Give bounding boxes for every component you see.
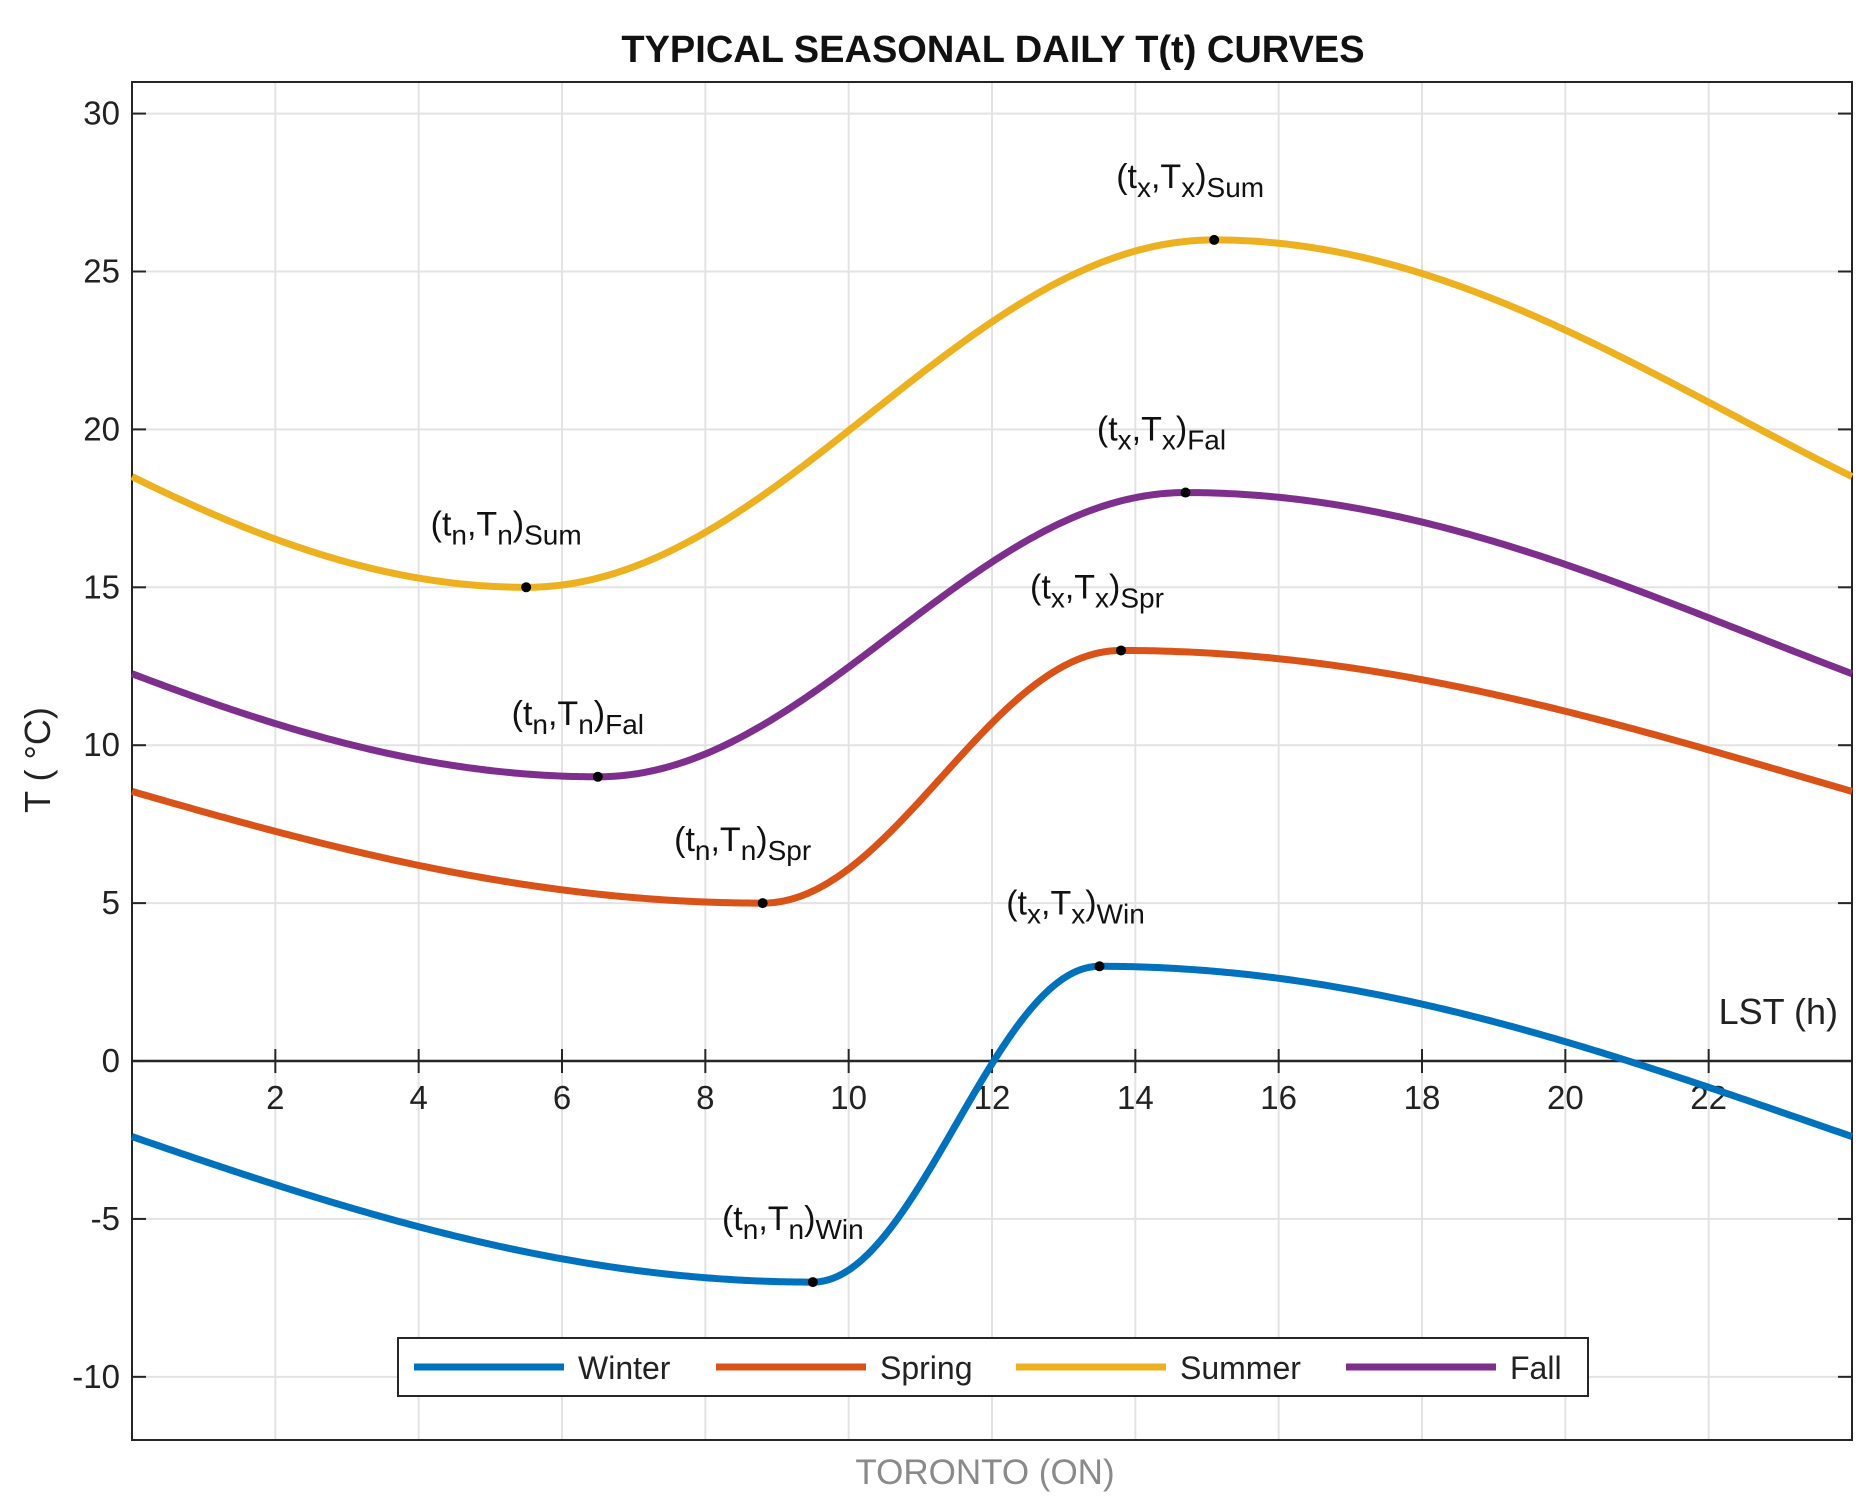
- min-annotation-winter: (tn,Tn)Win: [722, 1200, 864, 1245]
- annotation-layer: (tn,Tn)Win (tx,Tx)Win (tn,Tn)Spr (tx,Tx)Spr…: [431, 158, 1264, 1245]
- y-axis-label: T ( °C): [17, 707, 58, 813]
- max-point-fall: [1180, 487, 1191, 498]
- series-line-fall: [130, 489, 1854, 781]
- legend: Winter Spring Summer Fall: [397, 1337, 1589, 1397]
- series-line-summer: [130, 236, 1854, 591]
- chart-title: TYPICAL SEASONAL DAILY T(t) CURVES: [621, 29, 1364, 71]
- min-annotation-spring: (tn,Tn)Spr: [674, 821, 811, 866]
- series-line-winter: [130, 962, 1854, 1286]
- min-annotation-fall: (tn,Tn)Fal: [512, 695, 644, 740]
- y-tick-label: 25: [83, 252, 120, 289]
- max-annotation-summer: (tx,Tx)Sum: [1116, 158, 1264, 203]
- x-axis-label: LST (h): [1719, 991, 1838, 1032]
- max-annotation-fall: (tx,Tx)Fal: [1097, 411, 1226, 456]
- y-tick-label: -10: [72, 1358, 120, 1395]
- y-tick-label: -5: [91, 1200, 120, 1237]
- x-tick-label: 8: [696, 1079, 714, 1116]
- y-tick-label: 5: [102, 884, 120, 921]
- chart-subtitle: TORONTO (ON): [855, 1453, 1114, 1492]
- plot-frame: [131, 81, 1853, 1441]
- x-tick-label: 14: [1117, 1079, 1154, 1116]
- max-point-summer: [1209, 234, 1220, 245]
- legend-label-winter: Winter: [578, 1350, 671, 1386]
- min-point-fall: [592, 771, 603, 782]
- max-annotation-winter: (tx,Tx)Win: [1006, 884, 1145, 929]
- y-tick-label: 15: [83, 568, 120, 605]
- legend-label-fall: Fall: [1510, 1350, 1562, 1386]
- x-tick-label: 10: [830, 1079, 867, 1116]
- y-tick-label: 20: [83, 410, 120, 447]
- legend-label-summer: Summer: [1180, 1350, 1301, 1386]
- x-tick-label: 16: [1260, 1079, 1297, 1116]
- x-tick-label: 18: [1404, 1079, 1441, 1116]
- series-line-spring: [131, 646, 1853, 907]
- y-tick-label: 0: [102, 1042, 120, 1079]
- y-tick-label: 30: [83, 95, 120, 132]
- series-layer: [130, 236, 1854, 1286]
- y-tick-label: 10: [83, 726, 120, 763]
- x-tick-label: 20: [1547, 1079, 1584, 1116]
- x-tick-label: 6: [553, 1079, 571, 1116]
- x-tick-label: 2: [266, 1079, 284, 1116]
- marker-layer: [521, 234, 1220, 1288]
- max-point-spring: [1116, 645, 1126, 656]
- legend-label-spring: Spring: [880, 1350, 973, 1386]
- min-point-summer: [521, 582, 532, 593]
- min-point-winter: [807, 1277, 818, 1288]
- min-point-spring: [757, 898, 768, 909]
- max-annotation-spring: (tx,Tx)Spr: [1030, 568, 1164, 613]
- max-point-winter: [1094, 961, 1105, 972]
- x-tick-label: 4: [409, 1079, 427, 1116]
- min-annotation-summer: (tn,Tn)Sum: [431, 505, 582, 550]
